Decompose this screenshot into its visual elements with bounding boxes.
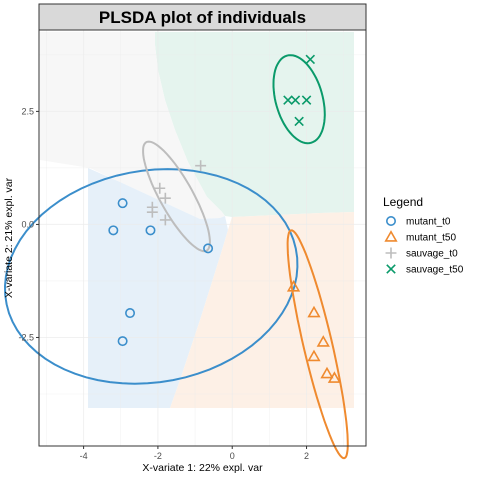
legend-label-mutant-t0: mutant_t0 <box>406 217 451 228</box>
y-axis-ticks: -2.5 0.0 2.5 <box>18 106 39 342</box>
legend-key-mutant-t50 <box>384 230 398 242</box>
point-mutant-t0 <box>108 225 119 236</box>
ellipse-mutant-t0 <box>3 168 299 385</box>
legend-key-sauvage-t50 <box>386 264 396 274</box>
point-mutant-t50 <box>316 335 330 347</box>
y-tick-label: 2.5 <box>21 106 34 116</box>
ellipse-sauvage-t0 <box>142 140 211 253</box>
legend-label-sauvage-t0: sauvage_t0 <box>406 249 458 260</box>
point-sauvage-t50 <box>305 54 316 65</box>
point-sauvage-t0 <box>195 160 207 172</box>
ellipse-sauvage-t50 <box>272 54 326 145</box>
point-mutant-t0 <box>117 336 128 347</box>
y-axis-title: X-variate 2: 21% expl. var <box>3 177 15 298</box>
legend: Legend mutant_t0 mutant_t50 sauvage_t0sauv… <box>383 195 464 276</box>
legend-key-sauvage-t0 <box>385 247 397 259</box>
point-mutant-t0 <box>117 198 128 209</box>
point-sauvage-t0 <box>159 214 171 226</box>
point-sauvage-t0 <box>146 206 158 218</box>
point-sauvage-t0 <box>154 182 166 194</box>
ellipse-mutant-t50 <box>286 229 349 460</box>
title-strip <box>38 3 367 31</box>
region-sauvage-t0 <box>40 32 225 219</box>
point-mutant-t50 <box>307 349 321 362</box>
point-sauvage-t50 <box>290 95 301 105</box>
point-mutant-t0 <box>145 225 156 236</box>
x-axis-title: X-variate 1: 22% expl. var <box>142 462 263 474</box>
point-mutant-t0 <box>125 308 136 319</box>
point-mutant-t50 <box>320 366 334 379</box>
point-sauvage-t50 <box>283 95 293 105</box>
point-mutant-t50 <box>286 279 301 292</box>
point-mutant-t50 <box>307 305 321 318</box>
plot-border <box>38 29 367 447</box>
legend-key-mutant-t0 <box>385 216 396 227</box>
x-tick-label: 0 <box>230 451 235 461</box>
point-sauvage-t50 <box>301 95 312 105</box>
x-tick-label: -2 <box>154 451 162 461</box>
x-tick-label: -4 <box>80 451 88 461</box>
x-tick-label: 2 <box>304 451 309 461</box>
x-axis-ticks: -4 -2 0 2 <box>80 446 309 461</box>
chart-title: PLSDA plot of individuals <box>99 8 306 27</box>
confidence-ellipses <box>3 54 349 460</box>
legend-label-sauvage-t50: sauvage_t50 <box>406 265 464 276</box>
legend-title: Legend <box>383 195 423 209</box>
point-sauvage-t50 <box>294 116 304 127</box>
region-sauvage-t50 <box>155 32 354 217</box>
point-sauvage-t0 <box>159 192 171 204</box>
point-mutant-t50 <box>327 371 342 383</box>
legend-label-mutant-t50: mutant_t50 <box>406 233 456 244</box>
point-mutant-t0 <box>203 243 214 254</box>
data-points <box>108 54 342 383</box>
grid-lines <box>39 30 366 446</box>
y-tick-label: 0.0 <box>21 219 34 229</box>
y-tick-label: -2.5 <box>18 332 34 342</box>
